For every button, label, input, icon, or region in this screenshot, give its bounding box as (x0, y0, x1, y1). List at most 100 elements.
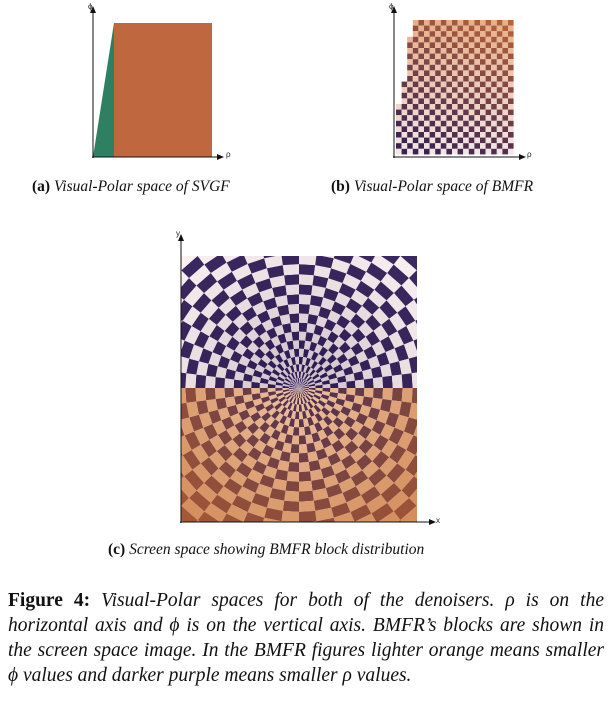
polar-block-cell (254, 348, 266, 359)
bmfr-block-cell (502, 143, 508, 149)
bmfr-block-cell (429, 104, 436, 110)
polar-block-cell (313, 440, 324, 452)
bmfr-block-cell (491, 70, 497, 76)
bmfr-block-cell (424, 59, 430, 65)
polar-block-cell (269, 488, 286, 501)
polar-block-cell (191, 312, 209, 332)
phi-axis-arrow (391, 6, 397, 13)
polar-block-cell (287, 395, 293, 402)
polar-block-cell (326, 400, 336, 408)
polar-block-cell (308, 390, 315, 395)
polar-block-cell (231, 495, 252, 513)
polar-block-cell (217, 486, 237, 505)
bmfr-block-cell (463, 76, 469, 82)
polar-block-cell (310, 469, 324, 481)
bmfr-block-cell (452, 20, 458, 26)
bmfr-block-cell (463, 25, 469, 32)
polar-block-cell (252, 369, 263, 378)
polar-block-cell (299, 284, 313, 296)
bmfr-block-cell (412, 137, 419, 144)
polar-block-cell (204, 256, 227, 273)
polar-block-cell (350, 420, 364, 434)
polar-block-cell (203, 423, 218, 440)
polar-block-cell (296, 388, 299, 392)
polar-block-cell (328, 268, 347, 283)
bmfr-block-cell (468, 104, 475, 110)
polar-block-cell (262, 368, 272, 376)
polar-block-cell (252, 301, 267, 316)
bmfr-block-cell (463, 92, 469, 99)
polar-block-cell (255, 278, 273, 293)
polar-block-cell (338, 477, 356, 493)
rho-axis-arrow (217, 154, 224, 160)
polar-block-cell (312, 275, 329, 288)
bmfr-block-cell (508, 92, 514, 99)
polar-block-cell (314, 343, 323, 354)
polar-block-cell (389, 361, 402, 376)
polar-block-cell (288, 373, 294, 381)
bmfr-block-cell (435, 98, 441, 104)
polar-block-cell (172, 371, 176, 389)
bmfr-block-cell (424, 42, 430, 48)
bmfr-block-cell (480, 126, 486, 132)
polar-block-cell (257, 452, 271, 466)
polar-block-cell (324, 319, 337, 332)
polar-block-cell (432, 369, 442, 388)
polar-block-cell (299, 385, 303, 388)
bmfr-block-cell (468, 59, 475, 65)
bmfr-block-cell (502, 36, 508, 43)
bmfr-block-cell (468, 126, 475, 132)
polar-block-cell (305, 434, 314, 444)
polar-block-cell (356, 454, 373, 471)
bmfr-block-cell (468, 137, 475, 144)
polar-block-cell (315, 256, 334, 269)
polar-block-cell (299, 388, 302, 392)
polar-block-cell (310, 406, 319, 416)
bmfr-block-cell (468, 87, 475, 93)
bmfr-block-cell (485, 87, 492, 93)
bmfr-block-cell (457, 20, 464, 26)
bmfr-block-cell (407, 70, 413, 76)
polar-block-cell (267, 360, 277, 369)
polar-block-cell (241, 454, 257, 470)
bmfr-block-cell (463, 132, 469, 138)
polar-block-cell (281, 521, 295, 522)
polar-block-cell (287, 409, 293, 419)
polar-block-cell (382, 375, 393, 388)
polar-block-cell (330, 407, 341, 418)
bmfr-block-cell (412, 59, 419, 65)
polar-block-cell (296, 384, 299, 388)
bmfr-block-cell (396, 148, 402, 155)
bmfr-block-cell (440, 48, 447, 54)
polar-block-cell (215, 366, 227, 379)
polar-block-cell (397, 450, 416, 470)
polar-block-cell (350, 470, 369, 487)
polar-block-cell (266, 457, 280, 470)
bmfr-block-cell (463, 137, 469, 144)
bmfr-block-cell (429, 120, 436, 127)
bmfr-block-cell (502, 115, 508, 121)
polar-block-cell (235, 298, 253, 314)
bmfr-block-cell (429, 64, 436, 71)
polar-block-cell (189, 264, 211, 286)
polar-block-cell (223, 280, 243, 298)
polar-block-cell (423, 287, 443, 311)
polar-block-cell (280, 243, 299, 255)
polar-block-cell (235, 363, 247, 374)
polar-block-cell (416, 505, 417, 507)
polar-block-cell (242, 477, 260, 493)
polar-block-cell (279, 415, 287, 425)
bmfr-block-cell (496, 143, 503, 149)
polar-block-cell (301, 364, 306, 372)
polar-block-cell (303, 521, 317, 522)
polar-block-cell (181, 269, 182, 271)
polar-block-cell (286, 426, 294, 436)
polar-block-cell (283, 408, 290, 417)
polar-block-cell (333, 403, 344, 412)
polar-block-cell (295, 404, 299, 412)
polar-block-cell (191, 234, 216, 256)
bmfr-block-cell (491, 20, 497, 26)
bmfr-block-cell (418, 36, 424, 43)
polar-block-cell (299, 313, 309, 324)
polar-block-cell (365, 330, 381, 346)
